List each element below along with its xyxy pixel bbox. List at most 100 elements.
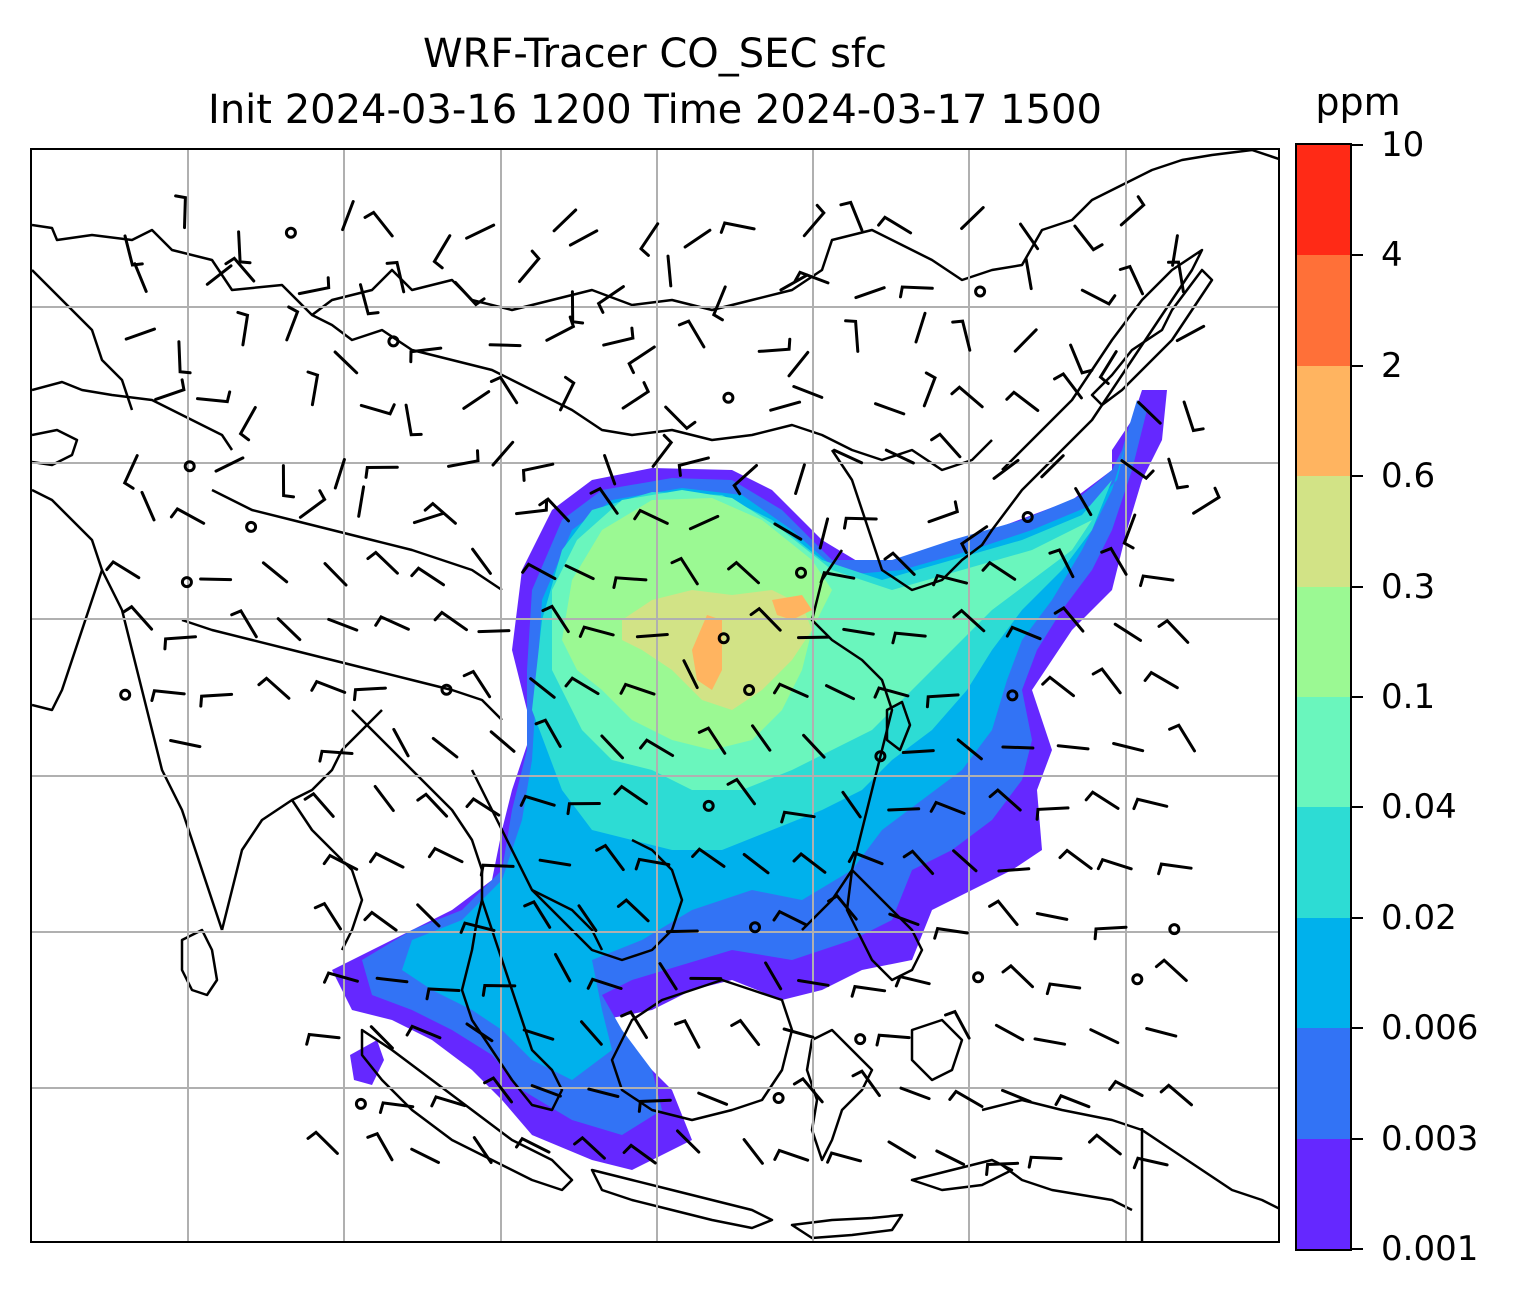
wind-barb [851, 1069, 881, 1097]
calm-wind-circle [749, 921, 761, 934]
wind-barb [1120, 459, 1155, 481]
wind-barb [1088, 1133, 1122, 1156]
wind-barb [1091, 667, 1122, 695]
calm-wind-circle [1168, 923, 1181, 936]
wind-barb [366, 1131, 394, 1162]
wind-barb [832, 448, 864, 465]
wind-barb [697, 1091, 729, 1106]
wind-barb [847, 850, 884, 866]
wind-barb [491, 440, 515, 467]
wind-barb [564, 564, 595, 581]
wind-barb [682, 659, 699, 690]
wind-barb [369, 1025, 394, 1050]
wind-barb [589, 486, 619, 515]
wind-barb [1056, 744, 1090, 751]
wind-barb [238, 406, 257, 442]
wind-barb [899, 1086, 931, 1101]
map-title-line1: WRF-Tracer CO_SEC sfc [422, 31, 888, 77]
coast-mindanao [910, 1018, 964, 1082]
colorbar-tick-mark [1352, 254, 1363, 257]
wind-barb [281, 464, 295, 499]
wind-barb [595, 843, 625, 872]
wind-barb [842, 627, 875, 636]
wind-barb [521, 562, 557, 581]
wind-barb [522, 1028, 555, 1041]
calm-wind-circle [180, 576, 193, 589]
wind-barb [613, 784, 648, 806]
map-title-line2: Init 2024-03-16 1200 Time 2024-03-17 150… [208, 87, 1102, 133]
wind-barb [521, 462, 555, 482]
wind-barb [124, 327, 156, 341]
wind-barb [430, 1095, 467, 1108]
colorbar-tick-label: 0.6 [1381, 456, 1436, 497]
plume-level-0.6-b [772, 595, 812, 620]
wind-barb [416, 792, 449, 818]
wind-barb [327, 617, 359, 632]
wind-barb [357, 485, 366, 518]
wind-barb [670, 556, 699, 586]
wind-barb [825, 684, 855, 701]
wind-barb [154, 378, 186, 401]
wind-barb [854, 286, 886, 300]
colorbar-tick-label: 0.04 [1381, 787, 1457, 828]
wind-barb [994, 1023, 1025, 1042]
wind-barb [1098, 350, 1118, 385]
wind-barb [742, 1138, 764, 1165]
wind-barb [1157, 862, 1193, 876]
wind-barb [888, 912, 920, 926]
wind-barb [538, 497, 570, 523]
wind-barb [363, 910, 398, 932]
colorbar-segment [1297, 475, 1350, 587]
wind-barb [559, 375, 576, 412]
wind-barb [483, 1076, 513, 1104]
wind-barb [529, 677, 556, 699]
coast-sumatra [360, 1028, 574, 1192]
wind-barb [303, 791, 335, 818]
wind-barb [230, 609, 258, 639]
colorbar-tick-label: 0.003 [1381, 1118, 1479, 1159]
wind-barb [666, 254, 673, 288]
colorbar-tick-mark [1352, 806, 1363, 809]
coast-bay-bengal [290, 799, 364, 951]
wind-barb [1005, 390, 1040, 412]
coast-new-guinea-south [1001, 1164, 1133, 1212]
wind-barb [489, 730, 516, 753]
wind-barb [518, 249, 541, 283]
colorbar-segment [1297, 365, 1350, 477]
wind-barb [873, 686, 910, 699]
wind-barb [481, 983, 517, 997]
wind-barb [261, 561, 289, 584]
wind-barb [236, 310, 250, 347]
wind-barb [612, 576, 648, 589]
colorbar-segment [1297, 586, 1350, 697]
wind-barb [214, 456, 245, 473]
wind-barb [627, 345, 656, 375]
wind-barb [169, 506, 206, 525]
wind-barb [1159, 1083, 1193, 1107]
wind-barb [914, 311, 927, 344]
coast-philippines [845, 868, 924, 982]
wind-barb [927, 500, 960, 524]
wind-barb [1093, 925, 1128, 941]
wind-barb [459, 921, 496, 934]
wind-barb [1167, 457, 1189, 490]
wind-barb [616, 898, 650, 923]
coast-russia-north [32, 150, 1278, 317]
wind-barb [792, 1076, 824, 1104]
wind-barb [405, 1024, 442, 1040]
wind-barb [169, 739, 202, 749]
wind-barb [1053, 606, 1085, 633]
wind-barb [773, 1148, 810, 1162]
wind-barb [730, 1018, 761, 1046]
wind-barb [726, 777, 756, 806]
wind-barb [373, 785, 395, 812]
wind-barb [1024, 257, 1033, 291]
wind-barb [1132, 1156, 1169, 1170]
wind-barb [780, 810, 816, 824]
wind-barb [691, 847, 726, 868]
wind-barb [122, 454, 139, 490]
wind-barb [841, 790, 862, 819]
wind-barb [596, 285, 625, 314]
wind-barb [323, 562, 348, 587]
wind-barb [935, 1149, 966, 1166]
